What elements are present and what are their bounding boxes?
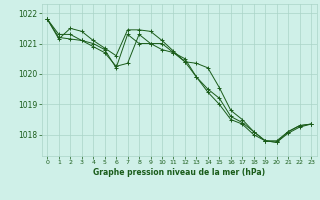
X-axis label: Graphe pression niveau de la mer (hPa): Graphe pression niveau de la mer (hPa) xyxy=(93,168,265,177)
